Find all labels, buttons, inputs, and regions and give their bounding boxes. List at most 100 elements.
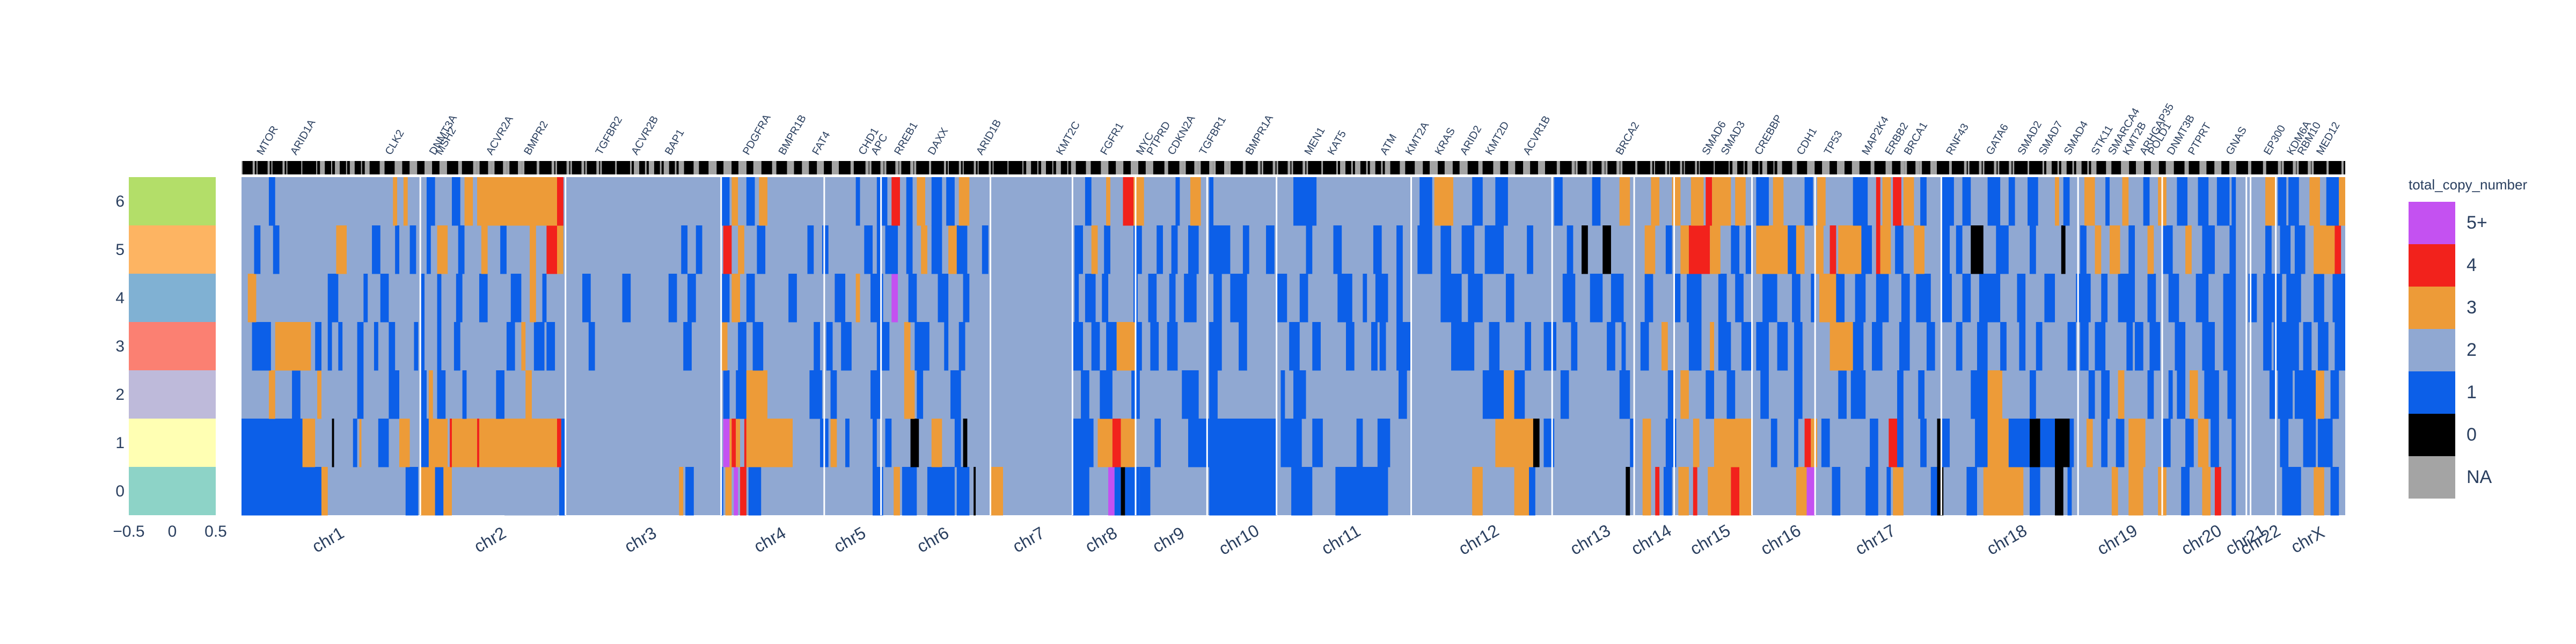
gene-bar-gap — [1340, 161, 1346, 174]
gene-bar-gap — [2046, 161, 2052, 174]
cnv-segment — [1619, 177, 1630, 226]
cnv-segment — [2214, 467, 2221, 516]
gene-bar-gap — [850, 161, 854, 174]
chromosome-label: chr1 — [309, 523, 347, 556]
cnv-segment — [870, 370, 881, 419]
gene-bar-gap — [1415, 161, 1421, 174]
gene-bar-gap — [1041, 161, 1046, 174]
gene-bar-gap — [693, 161, 699, 174]
cnv-segment — [1396, 322, 1411, 371]
gene-bar-gap — [551, 161, 554, 174]
cnv-segment — [456, 274, 463, 323]
gene-bar-gap — [1052, 161, 1053, 174]
cnv-segment — [2316, 370, 2324, 419]
cnv-segment — [506, 322, 515, 371]
cnv-segment — [1853, 177, 1868, 226]
cnv-segment — [687, 274, 696, 323]
cnv-segment — [477, 419, 479, 467]
cnv-segment — [1796, 225, 1805, 274]
cnv-segment — [1897, 419, 1904, 467]
cnv-segment — [2318, 419, 2333, 467]
cnv-segment — [2309, 177, 2320, 226]
cnv-segment — [873, 419, 877, 467]
gene-bar-gap — [1979, 161, 1982, 174]
gene-bar-gap — [2042, 161, 2044, 174]
gene-bar-gap — [2248, 161, 2251, 174]
gene-bar-gap — [1870, 161, 1875, 174]
cnv-segment — [1903, 177, 1914, 226]
cnv-segment — [1209, 322, 1222, 371]
gene-label: KRAS — [1433, 126, 1458, 157]
cnv-segment — [588, 322, 595, 371]
cnv-segment — [2109, 225, 2120, 274]
cnv-segment — [2067, 322, 2076, 371]
chromosome-label: chrX — [2287, 522, 2328, 557]
cnv-segment — [479, 274, 488, 323]
cnv-segment — [1592, 177, 1601, 226]
gene-bar-gap — [2121, 161, 2127, 174]
cnv-segment — [437, 274, 442, 323]
cnv-segment — [1289, 322, 1300, 371]
cnv-segment — [1504, 370, 1514, 419]
cnv-segment — [744, 419, 747, 467]
gene-bar-gap — [1164, 161, 1168, 174]
legend-swatch — [2409, 414, 2455, 456]
gene-label: CDKN2A — [1166, 113, 1198, 157]
heatmap-row-baseline — [241, 225, 2345, 274]
gene-bar-gap — [316, 161, 318, 174]
gene-bar-gap — [1433, 161, 1438, 174]
cnv-segment — [1777, 322, 1788, 371]
gene-bar-gap — [256, 161, 258, 174]
cnv-segment — [2339, 177, 2345, 226]
cnv-segment — [268, 370, 275, 419]
gene-bar-gap — [1145, 161, 1151, 174]
cnv-segment — [757, 225, 766, 274]
cnv-segment — [557, 419, 561, 467]
gene-label: SMAD4 — [2062, 119, 2091, 157]
cnv-segment — [450, 419, 452, 467]
sample-tick-label: 3 — [115, 338, 125, 355]
gene-bar-gap — [600, 161, 602, 174]
cnv-segment — [1655, 467, 1660, 516]
cnv-segment — [302, 419, 316, 467]
cnv-segment — [1651, 177, 1660, 226]
cnv-segment — [1889, 419, 1898, 467]
cnv-segment — [1739, 467, 1752, 516]
gene-bar-gap — [1291, 161, 1293, 174]
cnv-segment — [1100, 370, 1113, 419]
gene-bar-gap — [1855, 161, 1860, 174]
cnv-segment — [2202, 467, 2211, 516]
gene-bar-gap — [1747, 161, 1752, 174]
cnv-segment — [1718, 322, 1731, 371]
cnv-segment — [2286, 274, 2301, 323]
cnv-segment — [546, 225, 557, 274]
gene-bar-gap — [831, 161, 836, 174]
cnv-segment — [683, 322, 692, 371]
cnv-segment — [1472, 467, 1483, 516]
cnv-segment — [1937, 467, 1944, 516]
gene-bar-gap — [723, 161, 729, 174]
gene-bar-gap — [1601, 161, 1605, 174]
cnv-segment — [2303, 419, 2316, 467]
cnv-segment — [2000, 322, 2007, 371]
cnv-segment — [1482, 370, 1504, 419]
cnv-segment — [426, 225, 431, 274]
cnv-segment — [1375, 274, 1388, 323]
cnv-segment — [1081, 370, 1089, 419]
cnv-segment — [982, 225, 989, 274]
gene-bar-gap — [286, 161, 288, 174]
cnv-segment — [1182, 370, 1199, 419]
gene-bar-gap — [1385, 161, 1391, 174]
gene-bar-gap — [1086, 161, 1091, 174]
gene-label: ATM — [1378, 132, 1399, 157]
cnv-segment — [908, 274, 917, 323]
gene-bar-gap — [914, 161, 917, 174]
cnv-segment — [2318, 322, 2329, 371]
cnv-segment — [830, 419, 837, 467]
cnv-segment — [1966, 467, 1977, 516]
gene-label: CDH1 — [1795, 126, 1819, 157]
gene-bar-gap — [492, 161, 495, 174]
cnv-segment — [2202, 322, 2215, 371]
gene-bar-gap — [1370, 161, 1375, 174]
cnv-segment — [1562, 274, 1576, 323]
